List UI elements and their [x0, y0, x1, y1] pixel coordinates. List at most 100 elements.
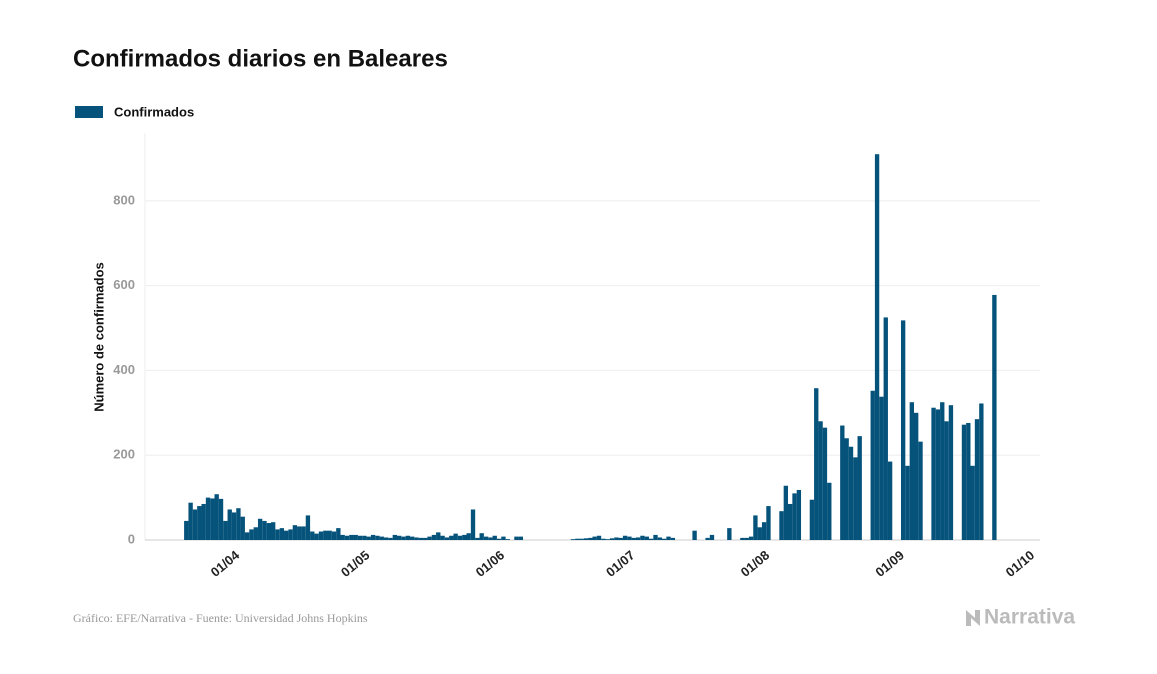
bar — [453, 533, 458, 540]
bar — [457, 535, 463, 540]
bar — [844, 438, 849, 540]
bar — [592, 536, 597, 540]
bar — [648, 538, 654, 540]
bar — [579, 538, 584, 540]
bar — [788, 503, 793, 540]
bar — [405, 535, 411, 540]
bar — [640, 535, 645, 540]
bar — [961, 424, 967, 540]
bar — [340, 534, 345, 540]
bar — [231, 512, 237, 540]
bar — [449, 535, 454, 540]
bar — [462, 534, 467, 540]
bar — [857, 436, 862, 540]
brand-icon — [966, 610, 980, 626]
bar — [670, 537, 676, 540]
bar — [479, 533, 484, 540]
bar — [575, 538, 580, 540]
bar — [466, 533, 471, 540]
bar — [874, 154, 880, 540]
bar — [483, 536, 489, 540]
bar — [596, 535, 602, 540]
bar — [383, 537, 389, 540]
bar — [635, 537, 641, 540]
bar — [257, 518, 263, 540]
bar — [818, 421, 823, 540]
bar — [301, 526, 306, 540]
bar — [440, 535, 445, 540]
bar — [614, 537, 619, 540]
bar — [192, 509, 198, 540]
bar — [344, 535, 350, 540]
bar — [783, 485, 789, 540]
bar — [822, 427, 828, 540]
bar — [779, 511, 784, 540]
bar — [401, 536, 406, 540]
bar — [979, 403, 984, 540]
bar — [740, 537, 745, 540]
bar — [653, 534, 658, 540]
y-tick-label: 0 — [128, 531, 135, 546]
bar — [288, 529, 293, 540]
bar — [501, 536, 506, 540]
bar — [388, 537, 393, 540]
x-tick-label: 01/05 — [338, 547, 373, 579]
bar — [666, 536, 671, 540]
y-tick-label: 200 — [113, 447, 135, 462]
bar — [931, 407, 936, 540]
bar — [662, 538, 667, 540]
bar — [966, 422, 971, 540]
bar — [370, 534, 376, 540]
bar — [427, 536, 432, 540]
bar — [197, 506, 202, 540]
y-tick-label: 800 — [113, 192, 135, 207]
bar — [766, 506, 771, 540]
chart-title: Confirmados diarios en Baleares — [73, 45, 448, 72]
bar — [262, 520, 267, 540]
bar — [870, 390, 875, 540]
bar — [470, 509, 476, 540]
bar — [879, 396, 884, 540]
bar — [244, 532, 250, 540]
bar — [744, 537, 749, 540]
bar — [496, 538, 502, 540]
bar — [618, 537, 623, 540]
bar — [727, 528, 732, 540]
bar — [905, 465, 910, 540]
bar — [948, 405, 954, 540]
y-tick-label: 600 — [113, 277, 135, 292]
bar — [887, 461, 893, 540]
bar — [705, 537, 710, 540]
bar — [753, 515, 758, 540]
bar — [218, 498, 224, 540]
bar — [792, 493, 797, 540]
bar — [436, 532, 441, 540]
bar — [848, 446, 854, 540]
bar — [631, 537, 636, 540]
bar — [414, 537, 419, 540]
bar — [570, 539, 576, 540]
bar — [249, 529, 254, 540]
bar — [840, 425, 845, 540]
bar — [331, 531, 337, 540]
bar — [748, 536, 754, 540]
bar — [227, 509, 232, 540]
bar — [900, 320, 906, 540]
x-tick-label: 01/09 — [872, 547, 907, 579]
bar — [609, 538, 615, 540]
bar — [757, 527, 762, 540]
bar — [970, 465, 975, 540]
bar — [853, 457, 858, 540]
bar — [827, 482, 832, 540]
bar — [475, 537, 480, 540]
bar — [492, 535, 497, 540]
bar — [366, 536, 371, 540]
bar — [418, 537, 424, 540]
bar — [357, 535, 363, 540]
bar — [588, 537, 593, 540]
bar — [318, 531, 324, 540]
bar — [423, 537, 428, 540]
bar — [410, 536, 415, 540]
bar — [622, 535, 628, 540]
